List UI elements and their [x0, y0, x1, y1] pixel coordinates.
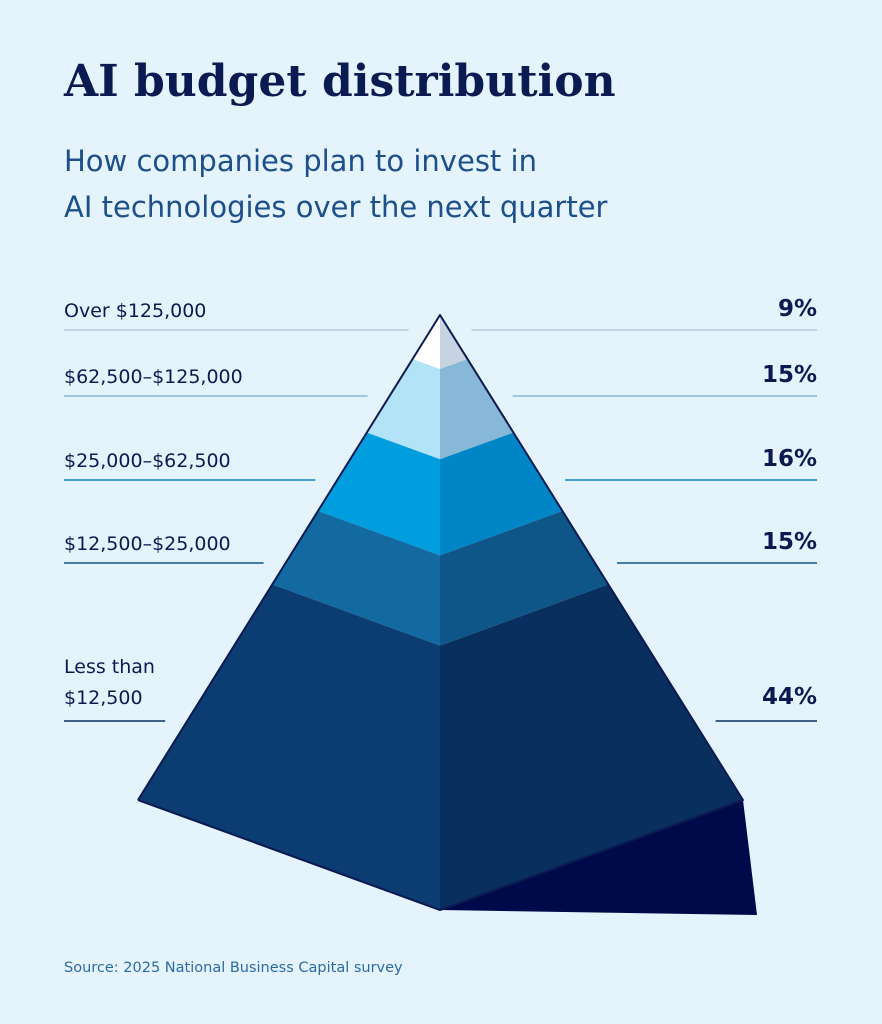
- chart-subtitle: How companies plan to invest in AI techn…: [64, 144, 608, 224]
- pyramid-layer-front: [412, 315, 440, 370]
- value-label: 15%: [761, 362, 817, 388]
- category-label: $62,500–$125,000: [64, 366, 243, 388]
- pyramid-layer-side: [440, 511, 609, 646]
- category-label: Over $125,000: [64, 300, 207, 322]
- category-label: $25,000–$62,500: [64, 450, 231, 472]
- value-label: 16%: [761, 446, 817, 472]
- value-label: 9%: [777, 296, 817, 322]
- value-label: 44%: [761, 684, 817, 710]
- pyramid-layer-side: [440, 584, 743, 910]
- pyramid-outline: [137, 314, 744, 911]
- pyramid-layer-front: [272, 511, 440, 646]
- value-label: 15%: [761, 529, 817, 555]
- category-label: Less than $12,500: [64, 656, 155, 709]
- pyramid-layer-side: [440, 315, 468, 370]
- pyramid-layer-side: [440, 359, 514, 460]
- category-label: $12,500–$25,000: [64, 533, 231, 555]
- pyramid-layer-front: [138, 584, 440, 910]
- pyramid-layer-front: [366, 359, 440, 460]
- pyramid-shadow: [440, 800, 757, 915]
- chart-title: AI budget distribution: [64, 56, 616, 107]
- source-note: Source: 2025 National Business Capital s…: [64, 960, 403, 976]
